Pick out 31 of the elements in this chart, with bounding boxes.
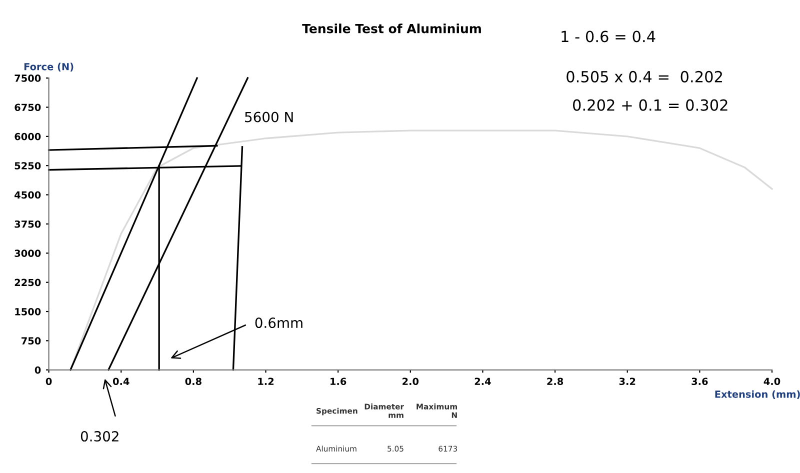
x-tick-label: 1.6 xyxy=(330,378,346,386)
y-tick-label: 1500 xyxy=(15,308,41,316)
y-tick-label: 4500 xyxy=(14,191,41,199)
text: 0.302 xyxy=(80,431,118,442)
x-tick-label: 2.4 xyxy=(474,378,491,385)
annotation: 0.6mm xyxy=(255,318,302,328)
x-tick-label: 4.0 xyxy=(764,378,780,386)
y-tick-label: 0 xyxy=(34,366,41,374)
x-tick-label: 3.2 xyxy=(619,378,636,386)
x-tick-label: 1.2 xyxy=(258,378,274,385)
y-axis-title: Force (N) xyxy=(24,62,74,72)
chart-title: Tensile Test of Aluminium xyxy=(302,24,481,34)
x-tick-label: 2.8 xyxy=(547,378,564,386)
x-tick-label: 2.0 xyxy=(402,378,419,386)
y-tick-label: 2250 xyxy=(14,278,41,286)
y-tick-label: 7500 xyxy=(14,74,41,82)
y-tick-label: 5250 xyxy=(14,162,41,170)
y-tick-label: 6000 xyxy=(14,132,41,140)
y-tick-label: 3750 xyxy=(14,220,41,228)
x-tick-label: 0.4 xyxy=(112,378,130,386)
y-tick-label: 6750 xyxy=(14,104,41,112)
y-tick-label: 750 xyxy=(22,337,41,345)
annotation: 5600 N xyxy=(245,112,293,122)
y-tick-label: 3000 xyxy=(14,250,41,257)
x-axis-title: Extension (mm) xyxy=(715,390,800,399)
annotation: 0.202 + 0.1 = 0.302 xyxy=(573,99,728,111)
x-tick-label: 0 xyxy=(46,378,52,386)
annotation: 0.505 x 0.4 = 0.202 xyxy=(566,70,722,82)
text: 1 - 0.6 = 0.4 xyxy=(562,30,656,42)
x-tick-label: 0.8 xyxy=(185,378,202,386)
x-tick-label: 3.6 xyxy=(692,378,708,386)
